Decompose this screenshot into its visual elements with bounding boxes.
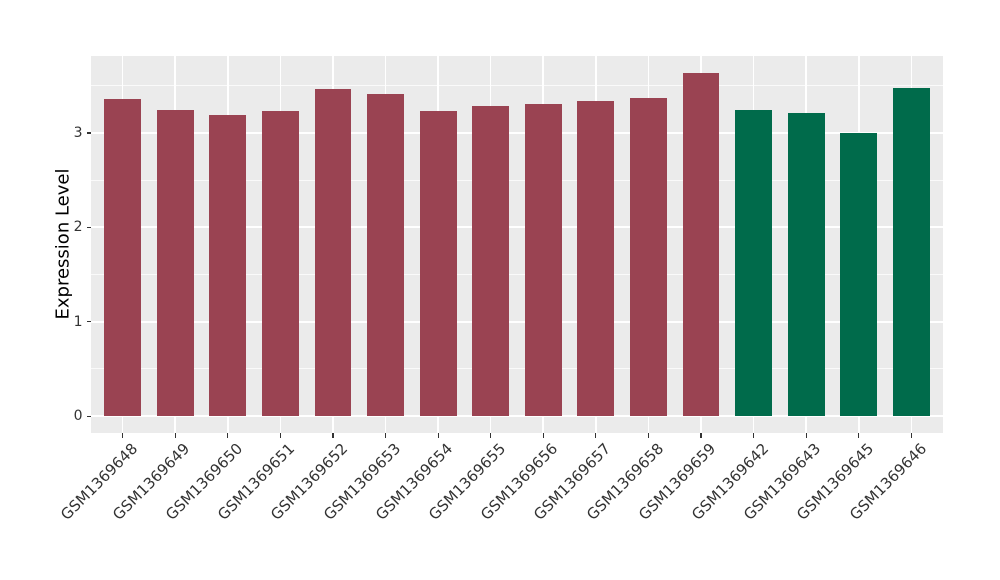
plot-panel [91, 55, 943, 434]
x-tick [753, 433, 755, 438]
y-tick [86, 132, 91, 134]
minor-gridline [91, 274, 943, 276]
bar-GSM1369653 [367, 94, 404, 417]
x-tick [595, 433, 597, 438]
x-tick [858, 433, 860, 438]
y-tick-label: 2 [73, 219, 83, 236]
bar-GSM1369657 [577, 100, 615, 417]
bar-GSM1369650 [209, 114, 247, 417]
x-tick [542, 433, 544, 438]
x-tick [121, 433, 124, 438]
bar-GSM1369659 [682, 73, 720, 417]
bar-GSM1369648 [104, 98, 141, 417]
minor-gridline [91, 368, 943, 370]
x-tick [384, 433, 387, 438]
major-gridline [91, 226, 943, 229]
y-tick-label: 3 [73, 124, 83, 141]
bar-GSM1369658 [630, 97, 667, 417]
bar-GSM1369654 [419, 111, 457, 417]
bar-GSM1369645 [840, 132, 878, 417]
x-tick [647, 433, 650, 438]
x-tick [700, 433, 702, 438]
bar-GSM1369646 [893, 87, 930, 417]
x-tick [437, 433, 439, 438]
x-tick [279, 433, 281, 438]
bar-GSM1369643 [787, 113, 825, 417]
bar-GSM1369656 [524, 103, 562, 417]
major-gridline [91, 131, 943, 134]
y-axis-title: Expression Level [52, 168, 74, 320]
bar-GSM1369651 [261, 111, 299, 417]
y-tick [86, 226, 91, 228]
x-tick [332, 433, 334, 438]
major-gridline [91, 415, 943, 418]
minor-gridline [91, 179, 943, 181]
y-tick [86, 321, 91, 323]
x-tick [910, 433, 913, 438]
minor-gridline [91, 85, 943, 87]
bar-GSM1369649 [156, 110, 194, 417]
y-tick-label: 1 [73, 313, 83, 330]
bar-GSM1369642 [735, 110, 773, 417]
bar-GSM1369655 [472, 106, 510, 417]
y-tick-label: 0 [73, 408, 83, 425]
major-gridline [91, 320, 943, 323]
y-tick [86, 415, 91, 417]
x-tick [227, 433, 229, 438]
x-tick [490, 433, 492, 438]
x-tick [174, 433, 176, 438]
bar-GSM1369652 [314, 89, 352, 417]
x-tick [805, 433, 807, 438]
